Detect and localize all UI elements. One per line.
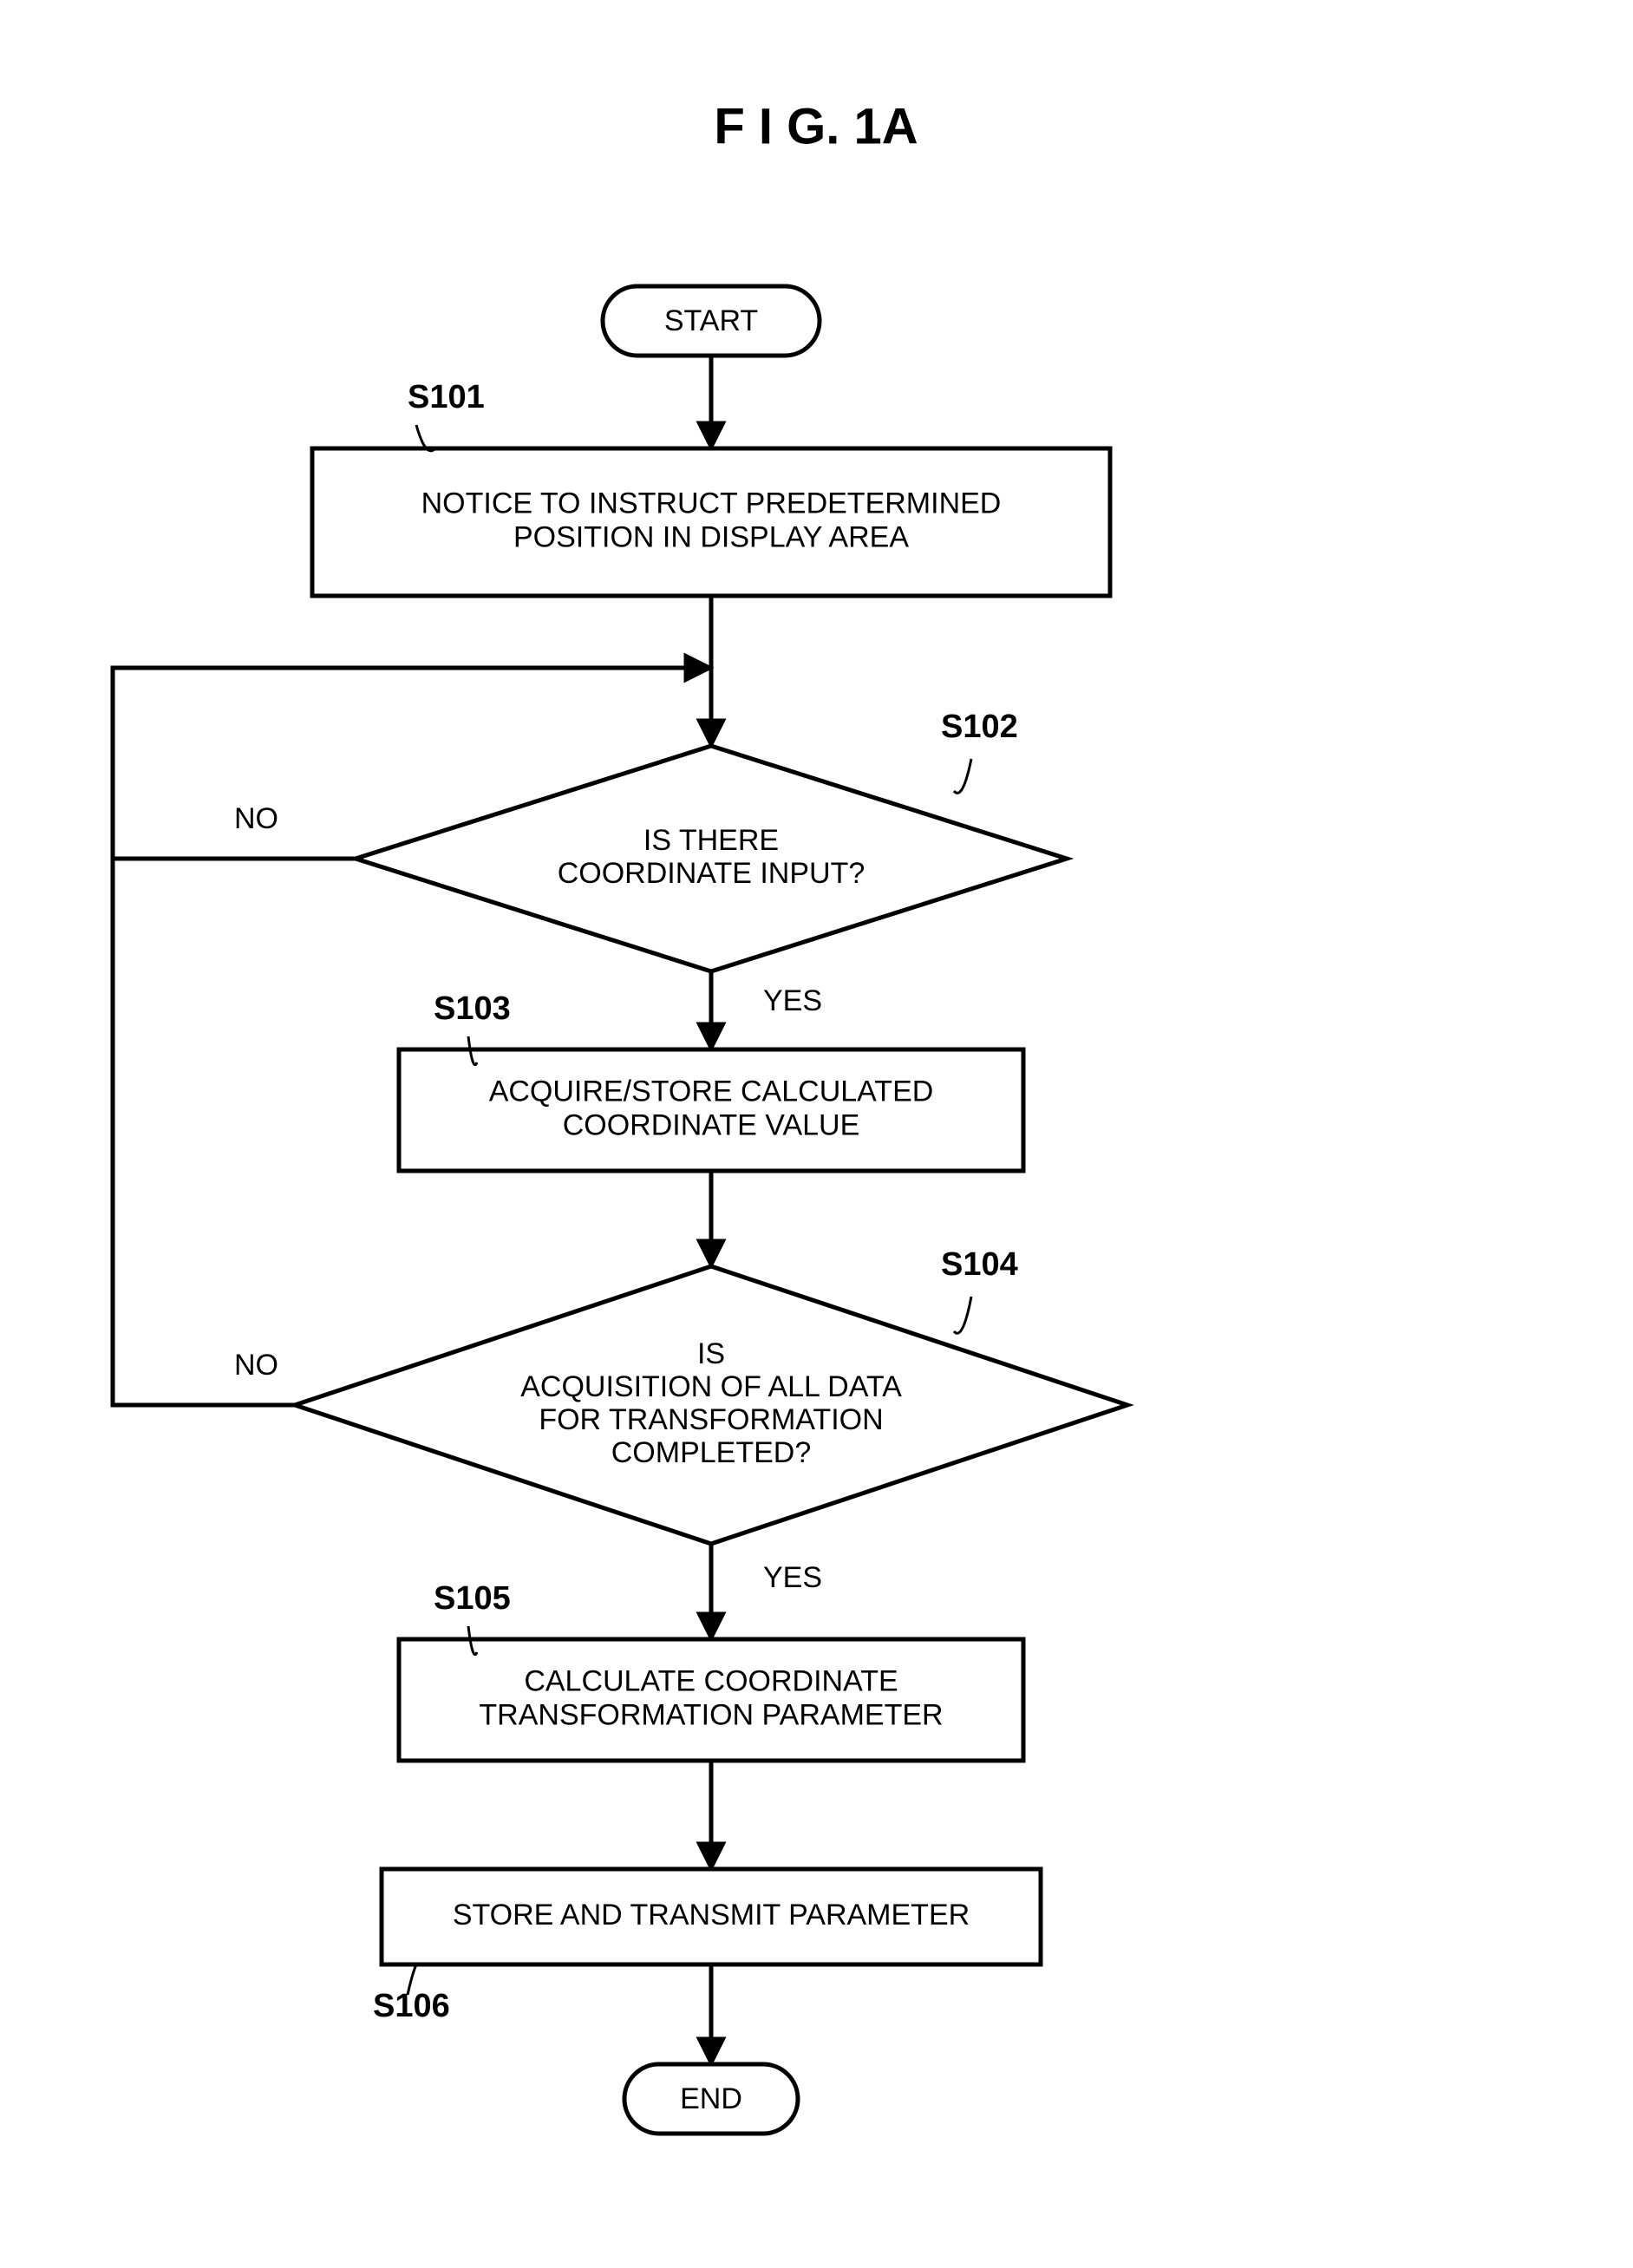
step-label-s104: S104 [941,1246,1018,1283]
node-label: STORE AND TRANSMIT PARAMETER [453,1899,970,1931]
node-label: POSITION IN DISPLAY AREA [513,521,909,554]
node-label: CALCULATE COORDINATE [524,1664,898,1697]
node-label: IS THERE [643,824,779,857]
step-label-s101: S101 [408,379,485,415]
node-label: START [664,304,758,337]
node-label: COORDINATE INPUT? [558,857,865,890]
node-s106: STORE AND TRANSMIT PARAMETER [382,1869,1041,1964]
edge-label: NO [234,802,278,835]
step-label-s103: S103 [434,990,511,1027]
node-s105: CALCULATE COORDINATETRANSFORMATION PARAM… [399,1639,1023,1761]
node-start: START [603,286,820,356]
node-label: ACQUIRE/STORE CALCULATED [489,1075,934,1108]
step-label-s105: S105 [434,1580,511,1617]
node-label: IS [697,1337,725,1370]
node-label: NOTICE TO INSTRUCT PREDETERMINED [421,487,1002,520]
edge-label: NO [234,1349,278,1382]
node-label: COMPLETED? [611,1436,812,1469]
node-label: COORDINATE VALUE [563,1109,860,1142]
step-label-s106: S106 [373,1988,450,2024]
edge [113,668,295,1405]
node-end: END [624,2064,798,2134]
figure-title: F I G. 1A [714,98,918,154]
node-label: ACQUISITION OF ALL DATA [520,1370,902,1403]
flowchart: F I G. 1A YES NO YES NO START NOTICE TO INSTR… [0,0,1633,2268]
step-label-s102: S102 [941,709,1018,745]
node-label: FOR TRANSFORMATION [539,1403,883,1436]
node-s104: ISACQUISITION OF ALL DATAFOR TRANSFORMAT… [295,1266,1127,1544]
node-label: END [680,2082,742,2115]
step-lead [954,1297,971,1333]
edge-label: YES [763,984,822,1017]
node-s102: IS THERECOORDINATE INPUT? [356,746,1067,971]
step-lead [954,759,971,793]
node-s103: ACQUIRE/STORE CALCULATEDCOORDINATE VALUE [399,1049,1023,1171]
node-label: TRANSFORMATION PARAMETER [479,1699,943,1732]
edge-label: YES [763,1561,822,1594]
node-s101: NOTICE TO INSTRUCT PREDETERMINEDPOSITION… [312,448,1110,596]
